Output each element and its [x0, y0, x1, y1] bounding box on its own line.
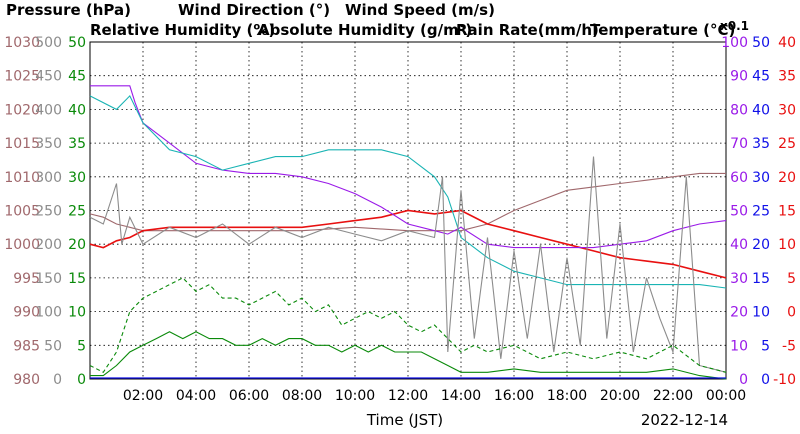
y-tick-relative-humidity: 60 — [730, 170, 748, 186]
y-tick-wind-direction: 450 — [35, 69, 62, 85]
y-tick-wind-direction: 400 — [35, 102, 62, 118]
x-axis-label: Time (JST) — [366, 411, 443, 429]
y-tick-temperature: 30 — [778, 102, 796, 118]
y-tick-relative-humidity: 0 — [739, 372, 748, 388]
y-tick-relative-humidity: 10 — [730, 338, 748, 354]
y-tick-wind-direction: 200 — [35, 237, 62, 253]
y-tick-pressure: 995 — [13, 271, 40, 287]
legend-relative-humidity: Relative Humidity (%) — [90, 21, 275, 39]
x-tick-label: 00:00 — [706, 388, 746, 404]
y-tick-temperature: 15 — [778, 204, 796, 220]
x-tick-label: 18:00 — [547, 388, 587, 404]
y-tick-temperature: -5 — [782, 338, 796, 354]
y-tick-rain-rate: 5 — [761, 338, 770, 354]
y-tick-wind-speed: 45 — [68, 69, 86, 85]
y-tick-relative-humidity: 20 — [730, 305, 748, 321]
y-tick-relative-humidity: 90 — [730, 69, 748, 85]
x-axis-ticks: 02:00 04:00 06:00 08:00 10:00 12:00 14:00 16:00… — [123, 388, 746, 404]
x-tick-label: 16:00 — [494, 388, 534, 404]
y-tick-wind-speed: 5 — [77, 338, 86, 354]
legend-wind-direction: Wind Direction (°) — [178, 1, 330, 19]
y-tick-pressure: 985 — [13, 338, 40, 354]
y-tick-temperature: 25 — [778, 136, 796, 152]
y-tick-rain-rate: 30 — [752, 170, 770, 186]
y-tick-relative-humidity: 80 — [730, 102, 748, 118]
y-tick-temperature: 20 — [778, 170, 796, 186]
y-tick-wind-direction: 300 — [35, 170, 62, 186]
series-absolute-humidity — [89, 94, 727, 289]
y-tick-wind-direction: 350 — [35, 136, 62, 152]
y-tick-wind-speed: 10 — [68, 305, 86, 321]
legend-absolute-humidity: Absolute Humidity (g/m³) — [258, 21, 472, 39]
y-tick-wind-direction: 250 — [35, 204, 62, 220]
y-tick-rain-rate: 10 — [752, 305, 770, 321]
y-tick-wind-direction: 100 — [35, 305, 62, 321]
y-tick-rain-rate: 40 — [752, 102, 770, 118]
legend-rain-scale-note: x0.1 — [720, 19, 749, 33]
y-tick-rain-rate: 25 — [752, 204, 770, 220]
x-tick-label: 10:00 — [335, 388, 375, 404]
legend-temperature: Temperature (°C) — [590, 21, 735, 39]
y-tick-rain-rate: 0 — [761, 372, 770, 388]
y-tick-wind-direction: 150 — [35, 271, 62, 287]
legend-rain-rate: Rain Rate(mm/h) — [456, 21, 599, 39]
y-tick-rain-rate: 45 — [752, 69, 770, 85]
y-tick-relative-humidity: 50 — [730, 204, 748, 220]
series-relative-humidity — [90, 85, 727, 249]
x-tick-label: 08:00 — [282, 388, 322, 404]
y-tick-pressure: 1005 — [4, 204, 40, 220]
y-tick-relative-humidity: 70 — [730, 136, 748, 152]
date-label: 2022-12-14 — [641, 411, 728, 429]
series-layer — [89, 85, 727, 380]
y-tick-wind-direction: 500 — [35, 35, 62, 51]
y-tick-rain-rate: 20 — [752, 237, 770, 253]
y-tick-pressure: 1000 — [4, 237, 40, 253]
y-tick-pressure: 1015 — [4, 136, 40, 152]
y-tick-wind-speed: 40 — [68, 102, 86, 118]
x-tick-label: 22:00 — [653, 388, 693, 404]
y-tick-wind-speed: 0 — [77, 372, 86, 388]
y-tick-wind-direction: 50 — [44, 338, 62, 354]
y-tick-pressure: 1010 — [4, 170, 40, 186]
y-tick-wind-speed: 50 — [68, 35, 86, 51]
y-tick-wind-speed: 30 — [68, 170, 86, 186]
series-wind-speed — [90, 331, 727, 380]
y-tick-rain-rate: 35 — [752, 136, 770, 152]
y-tick-relative-humidity: 30 — [730, 271, 748, 287]
y-axis-ticks: 1030102510201015101010051000995990985980… — [4, 35, 796, 388]
y-tick-wind-speed: 25 — [68, 204, 86, 220]
y-tick-relative-humidity: 100 — [721, 35, 748, 51]
y-tick-pressure: 990 — [13, 305, 40, 321]
y-tick-temperature: 10 — [778, 237, 796, 253]
y-tick-temperature: 35 — [778, 69, 796, 85]
y-tick-pressure: 1020 — [4, 102, 40, 118]
series-temperature — [89, 209, 727, 279]
y-tick-rain-rate: 15 — [752, 271, 770, 287]
x-tick-label: 06:00 — [229, 388, 269, 404]
legend-pressure: Pressure (hPa) — [6, 1, 131, 19]
legend-wind-speed: Wind Speed (m/s) — [345, 1, 495, 19]
x-tick-label: 20:00 — [600, 388, 640, 404]
series-wind-direction — [89, 156, 727, 373]
y-tick-pressure: 1025 — [4, 69, 40, 85]
y-tick-temperature: 40 — [778, 35, 796, 51]
y-tick-relative-humidity: 40 — [730, 237, 748, 253]
x-tick-label: 12:00 — [388, 388, 428, 404]
y-tick-wind-speed: 35 — [68, 136, 86, 152]
x-tick-label: 02:00 — [123, 388, 163, 404]
x-tick-label: 04:00 — [176, 388, 216, 404]
y-tick-wind-direction: 0 — [53, 372, 62, 388]
y-tick-rain-rate: 50 — [752, 35, 770, 51]
y-tick-temperature: -10 — [773, 372, 796, 388]
y-tick-temperature: 0 — [787, 305, 796, 321]
y-tick-wind-speed: 15 — [68, 271, 86, 287]
x-tick-label: 14:00 — [441, 388, 481, 404]
y-tick-pressure: 980 — [13, 372, 40, 388]
y-tick-wind-speed: 20 — [68, 237, 86, 253]
y-tick-pressure: 1030 — [4, 35, 40, 51]
y-tick-temperature: 5 — [787, 271, 796, 287]
